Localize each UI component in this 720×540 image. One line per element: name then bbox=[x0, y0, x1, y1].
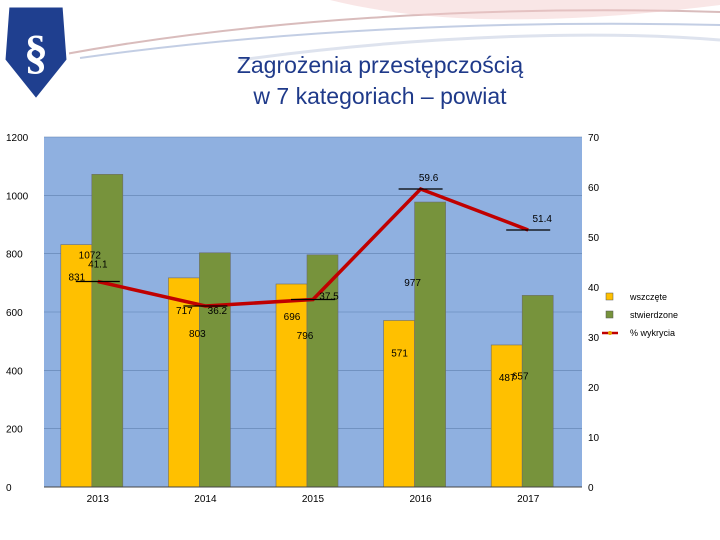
y-right-tick-label: 0 bbox=[588, 483, 594, 494]
bar-stwierdzone bbox=[91, 174, 124, 488]
bar-wszczete bbox=[275, 283, 308, 488]
legend: wszczęte stwierdzone % wykrycia bbox=[602, 292, 678, 338]
bar-value-label: 696 bbox=[284, 312, 301, 323]
y-left-tick-label: 0 bbox=[6, 483, 12, 494]
x-tick-label: 2016 bbox=[409, 494, 432, 505]
legend-label: wszczęte bbox=[629, 292, 667, 302]
bar-value-label: 571 bbox=[391, 348, 408, 359]
bar-wszczete bbox=[383, 320, 415, 488]
y-right-tick-label: 50 bbox=[588, 233, 600, 244]
y-left-tick-label: 1000 bbox=[6, 191, 29, 202]
y-right-tick-label: 30 bbox=[588, 333, 600, 344]
bars bbox=[60, 174, 554, 488]
line-value-label: 51.4 bbox=[532, 214, 552, 225]
legend-swatch bbox=[605, 310, 614, 319]
y-right-tick-label: 60 bbox=[588, 183, 600, 194]
logo: § bbox=[0, 0, 80, 109]
y-right-tick-label: 40 bbox=[588, 283, 600, 294]
bar-wszczete bbox=[490, 344, 523, 488]
line-value-label: 59.6 bbox=[419, 173, 439, 184]
title-line-2: w 7 kategoriach – powiat bbox=[253, 83, 507, 109]
legend-label: % wykrycia bbox=[630, 328, 675, 338]
y-right-tick-label: 20 bbox=[588, 383, 600, 394]
line-value-label: 36.2 bbox=[208, 306, 228, 317]
page-title: Zagrożenia przestępczością w 7 kategoria… bbox=[200, 50, 560, 112]
x-tick-label: 2014 bbox=[194, 494, 217, 505]
bar-stwierdzone bbox=[306, 254, 339, 488]
y-left-tick-label: 200 bbox=[6, 425, 23, 436]
legend-label: stwierdzone bbox=[630, 310, 678, 320]
y-left-tick-label: 400 bbox=[6, 366, 23, 377]
decorative-swoosh bbox=[59, 0, 720, 62]
bar-value-label: 657 bbox=[512, 371, 529, 382]
bar-value-label: 977 bbox=[404, 278, 421, 289]
legend-marker bbox=[608, 331, 612, 335]
x-tick-label: 2017 bbox=[517, 494, 540, 505]
bar-stwierdzone bbox=[414, 201, 446, 488]
bar-stwierdzone bbox=[199, 252, 231, 488]
bar-value-label: 487 bbox=[499, 373, 516, 384]
logo-symbol: § bbox=[24, 26, 48, 79]
legend-swatch bbox=[605, 292, 614, 301]
y-left-tick-label: 600 bbox=[6, 308, 23, 319]
y-left-tick-label: 800 bbox=[6, 250, 23, 261]
bar-value-label: 831 bbox=[68, 273, 85, 284]
bar-wszczete bbox=[168, 277, 200, 488]
bar-value-label: 796 bbox=[297, 331, 314, 342]
title-line-1: Zagrożenia przestępczością bbox=[236, 52, 524, 78]
paragraph-shield-icon bbox=[2, 4, 70, 103]
x-tick-label: 2015 bbox=[302, 494, 325, 505]
axes: 0 200 400 600 800 1000 1200 0 10 20 30 40 50 60 70 2013… bbox=[6, 133, 600, 505]
bar-labels: 831 717 696 571 487 1072 803 796 977 657 bbox=[68, 250, 529, 384]
x-tick-label: 2013 bbox=[87, 494, 110, 505]
y-left-tick-label: 1200 bbox=[6, 133, 29, 144]
bar-value-label: 717 bbox=[176, 306, 193, 317]
bar-value-label: 1072 bbox=[79, 250, 102, 261]
line-value-label: 41.1 bbox=[88, 260, 108, 271]
bar-stwierdzone bbox=[521, 295, 554, 488]
y-right-tick-label: 10 bbox=[588, 433, 600, 444]
percent-line: 41.1 36.2 37.5 59.6 51.4 bbox=[75, 173, 552, 317]
bar-value-label: 803 bbox=[189, 329, 206, 340]
y-right-tick-label: 70 bbox=[588, 133, 600, 144]
line-value-label: 37.5 bbox=[319, 292, 339, 303]
